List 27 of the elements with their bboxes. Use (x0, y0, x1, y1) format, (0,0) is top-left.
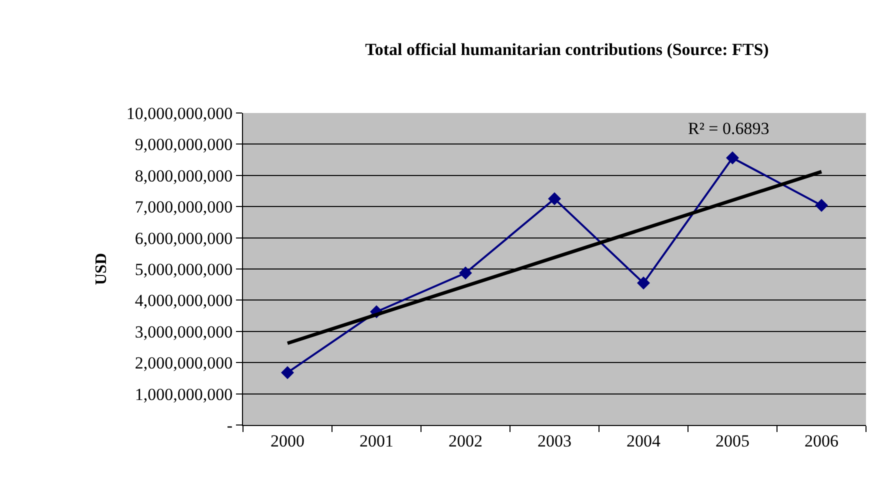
point (637, 276, 650, 290)
point (815, 198, 828, 212)
x-tick-label: 2001 (360, 431, 394, 450)
chart-title: Total official humanitarian contributions (Source: FTS) (365, 40, 769, 59)
y-tick-label: 3,000,000,000 (134, 322, 233, 342)
point (459, 266, 472, 280)
y-tick-label: 9,000,000,000 (134, 135, 233, 154)
x-tick-label: 2002 (448, 431, 482, 450)
x-tick-label: 2003 (538, 431, 572, 450)
y-tick-label: 4,000,000,000 (134, 291, 233, 310)
x-tick-label: 2000 (270, 431, 304, 450)
y-tick-label: 2,000,000,000 (134, 354, 233, 373)
x-tick-label: 2004 (626, 431, 661, 450)
y-tick-label: 8,000,000,000 (134, 166, 233, 186)
annotation: R² = 0.6893 (688, 119, 770, 138)
x-tick-label: 2005 (716, 431, 750, 450)
x-tick-label: 2006 (804, 431, 838, 450)
y-tick-label: 7,000,000,000 (134, 198, 233, 217)
y-tick-label: 10,000,000,000 (126, 104, 233, 123)
y-axis-title: USD (93, 252, 110, 286)
point (548, 192, 561, 206)
point (281, 366, 294, 380)
y-tick-label: 1,000,000,000 (134, 384, 233, 404)
point (726, 151, 739, 164)
y-tick-label: 5,000,000,000 (134, 260, 233, 279)
y-tick-label: - (226, 416, 233, 435)
y-tick-label: 6,000,000,000 (134, 228, 233, 248)
